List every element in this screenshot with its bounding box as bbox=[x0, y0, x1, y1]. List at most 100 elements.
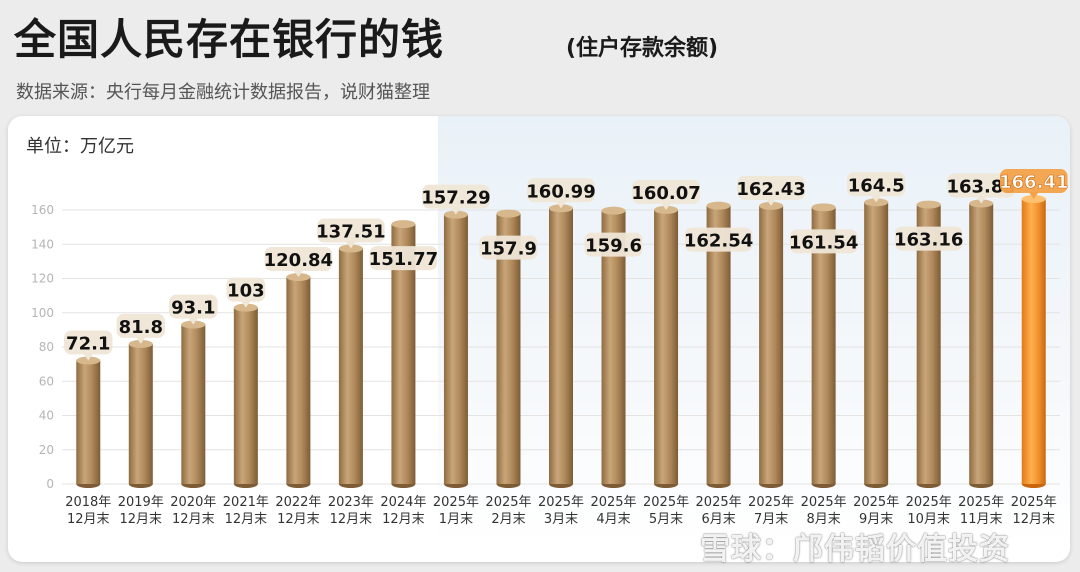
value-label: 72.1 bbox=[64, 330, 113, 361]
value-label-pointer bbox=[976, 196, 987, 204]
value-label-pointer bbox=[345, 241, 356, 249]
x-tick-label-month: 12月末 bbox=[120, 512, 163, 527]
value-label-bubble bbox=[264, 247, 333, 272]
x-tick-label-month: 12月末 bbox=[67, 512, 110, 527]
value-label-text: 164.5 bbox=[848, 175, 905, 196]
x-tick-label-year: 2025年 bbox=[958, 495, 1004, 510]
value-label: 120.84 bbox=[264, 247, 333, 278]
bar-cap bbox=[706, 201, 731, 210]
bar-cap bbox=[391, 220, 416, 229]
value-label-pointer bbox=[293, 270, 304, 278]
bar bbox=[128, 343, 153, 484]
bar bbox=[549, 208, 573, 484]
data-source: 数据来源：央行每月金融统计数据报告，说财猫整理 bbox=[16, 82, 430, 103]
value-label-text: 93.1 bbox=[171, 298, 215, 319]
value-label-pointer bbox=[1028, 192, 1039, 200]
bar bbox=[233, 307, 258, 484]
bar bbox=[864, 202, 889, 484]
value-label-text: 159.6 bbox=[585, 236, 642, 257]
x-tick-label-month: 12月末 bbox=[330, 512, 373, 527]
value-label-pointer bbox=[188, 317, 199, 325]
value-label-bubble bbox=[737, 175, 805, 200]
value-label: 166.41 bbox=[999, 169, 1069, 200]
watermark: 雪球：邝伟韬价值投资 bbox=[700, 532, 1010, 567]
x-tick-label-year: 2025年 bbox=[906, 495, 952, 510]
value-label: 160.07 bbox=[631, 179, 701, 210]
value-label-bubble bbox=[847, 172, 906, 197]
y-tick-label: 120 bbox=[31, 272, 54, 286]
value-label-bubble bbox=[116, 313, 165, 338]
x-tick-label-year: 2025年 bbox=[485, 495, 531, 510]
bar bbox=[759, 205, 784, 484]
x-tick-label-month: 12月末 bbox=[1012, 512, 1055, 527]
value-label-bubble bbox=[584, 232, 643, 257]
value-label: 93.1 bbox=[169, 294, 218, 325]
x-tick-label-month: 12月末 bbox=[277, 512, 320, 527]
x-tick-label-year: 2025年 bbox=[433, 495, 479, 510]
x-tick-label-month: 4月末 bbox=[596, 512, 630, 527]
value-label: 164.5 bbox=[847, 172, 906, 203]
value-label-text: 166.41 bbox=[999, 172, 1068, 193]
value-label: 137.51 bbox=[316, 218, 386, 249]
x-tick-label-month: 2月末 bbox=[491, 512, 525, 527]
value-label: 157.9 bbox=[479, 235, 538, 260]
value-label-pointer bbox=[450, 207, 461, 215]
bar bbox=[338, 248, 363, 484]
y-tick-label: 160 bbox=[31, 203, 54, 217]
bar bbox=[916, 204, 941, 484]
y-tick-label: 100 bbox=[31, 306, 54, 320]
value-label-text: 72.1 bbox=[66, 334, 110, 355]
value-label-pointer bbox=[83, 353, 94, 361]
x-tick-label-year: 2025年 bbox=[643, 495, 689, 510]
value-label-bubble bbox=[632, 179, 700, 204]
value-label: 160.99 bbox=[526, 178, 596, 209]
x-tick-label-month: 12月末 bbox=[172, 512, 215, 527]
value-label-bubble bbox=[226, 277, 266, 302]
unit-label: 单位：万亿元 bbox=[26, 136, 134, 157]
value-label: 157.29 bbox=[421, 184, 491, 215]
x-tick-label-year: 2021年 bbox=[223, 495, 269, 510]
value-label: 162.43 bbox=[736, 175, 806, 206]
value-label-bubble bbox=[894, 226, 963, 251]
x-tick-label-month: 3月末 bbox=[544, 512, 578, 527]
x-tick-label-month: 8月末 bbox=[806, 512, 840, 527]
value-label-bubble bbox=[684, 227, 753, 252]
x-tick-label-year: 2025年 bbox=[853, 495, 899, 510]
x-tick-label-year: 2025年 bbox=[748, 495, 794, 510]
x-tick-label-year: 2024年 bbox=[380, 495, 426, 510]
value-label-pointer bbox=[135, 336, 146, 344]
y-tick-label: 0 bbox=[46, 477, 54, 491]
value-label: 163.83 bbox=[946, 173, 1016, 204]
bar bbox=[181, 324, 206, 484]
y-tick-label: 20 bbox=[39, 443, 54, 457]
bar bbox=[969, 203, 994, 484]
y-tick-label: 80 bbox=[39, 340, 54, 354]
x-tick-label-month: 6月末 bbox=[701, 512, 735, 527]
y-tick-label: 140 bbox=[31, 237, 54, 251]
bar-cap bbox=[496, 209, 521, 218]
value-label-text: 137.51 bbox=[316, 222, 385, 243]
value-label-text: 103 bbox=[227, 281, 265, 302]
bar bbox=[811, 207, 836, 485]
value-label-text: 162.43 bbox=[736, 179, 805, 200]
x-tick-label-year: 2025年 bbox=[538, 495, 584, 510]
x-tick-label-year: 2025年 bbox=[696, 495, 742, 510]
x-tick-label-month: 10月末 bbox=[907, 512, 950, 527]
value-label-bubble bbox=[947, 173, 1016, 198]
bar bbox=[706, 205, 731, 484]
x-tick-label-year: 2025年 bbox=[1011, 495, 1057, 510]
value-label-text: 81.8 bbox=[119, 317, 163, 338]
value-label-text: 151.77 bbox=[369, 249, 438, 270]
bar bbox=[654, 209, 679, 484]
x-tick-label-year: 2019年 bbox=[118, 495, 164, 510]
x-tick-label-year: 2022年 bbox=[275, 495, 321, 510]
value-label: 103 bbox=[226, 277, 266, 308]
value-label-bubble bbox=[789, 229, 858, 254]
value-label: 81.8 bbox=[116, 313, 165, 344]
x-tick-label-month: 12月末 bbox=[225, 512, 268, 527]
value-label-text: 163.83 bbox=[946, 176, 1015, 197]
value-label-bubble bbox=[64, 330, 113, 355]
x-tick-label-month: 5月末 bbox=[649, 512, 683, 527]
value-label-pointer bbox=[766, 198, 777, 206]
value-label-bubble bbox=[317, 218, 385, 243]
